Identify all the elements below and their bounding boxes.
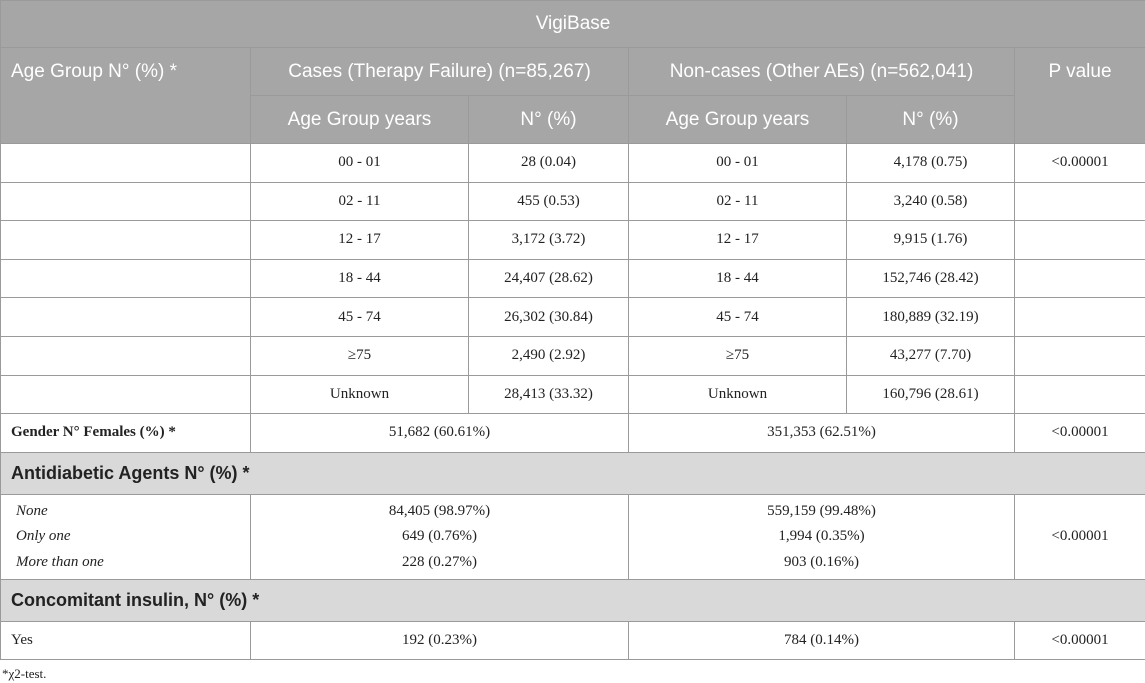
antidiabetic-cases-more-than-one: 228 (0.27%): [402, 553, 477, 570]
table-row: 02 - 11 455 (0.53) 02 - 11 3,240 (0.58): [0, 181, 1145, 222]
pvalue-cell: <0.00001: [1013, 143, 1145, 183]
age-noncases-cell: 45 - 74: [628, 297, 847, 337]
antidiabetic-labels-cell: None Only one More than one: [0, 493, 251, 580]
subheader-row: Age Group years N° (%) Age Group years N…: [0, 95, 1145, 144]
table-row: 45 - 74 26,302 (30.84) 45 - 74 180,889 (…: [0, 297, 1145, 337]
age-cases-cell: 45 - 74: [250, 297, 469, 337]
age-noncases-cell: ≥75: [628, 335, 847, 376]
data-table: VigiBase Age Group N° (%) * Cases (Thera…: [0, 0, 1145, 661]
n-noncases-cell: 3,240 (0.58): [846, 181, 1015, 222]
n-cases-cell: 2,490 (2.92): [468, 335, 629, 376]
age-noncases-cell: Unknown: [628, 374, 847, 415]
insulin-label: Yes: [0, 620, 251, 661]
n-cases-cell: 3,172 (3.72): [468, 220, 629, 260]
age-noncases-cell: 02 - 11: [628, 181, 847, 222]
age-noncases-cell: 12 - 17: [628, 220, 847, 260]
gender-row: Gender N° Females (%) * 51,682 (60.61%) …: [0, 413, 1145, 453]
cases-header: Cases (Therapy Failure) (n=85,267): [250, 47, 629, 96]
antidiabetic-noncases-cell: 559,159 (99.48%) 1,994 (0.35%) 903 (0.16…: [628, 493, 1015, 580]
gender-cases-cell: 51,682 (60.61%): [250, 413, 629, 453]
gender-label: Gender N° Females (%) *: [0, 413, 251, 453]
age-cases-cell: Unknown: [250, 374, 469, 415]
n-noncases-cell: 160,796 (28.61): [846, 374, 1015, 415]
age-noncases-cell: 18 - 44: [628, 258, 847, 299]
antidiabetic-noncases-more-than-one: 903 (0.16%): [784, 553, 859, 570]
antidiabetic-cases-none: 84,405 (98.97%): [388, 502, 491, 519]
n-cases-cell: 28,413 (33.32): [468, 374, 629, 415]
antidiabetic-cases-only-one: 649 (0.76%): [402, 528, 477, 544]
table-row: 12 - 17 3,172 (3.72) 12 - 17 9,915 (1.76…: [0, 220, 1145, 260]
n-cases-cell: 24,407 (28.62): [468, 258, 629, 299]
n-cases-cell: 26,302 (30.84): [468, 297, 629, 337]
row-label-cell: [0, 220, 251, 260]
gender-noncases-cell: 351,353 (62.51%): [628, 413, 1015, 453]
age-cases-cell: ≥75: [250, 335, 469, 376]
antidiabetic-label-none: None: [16, 502, 48, 519]
age-cases-cell: 02 - 11: [250, 181, 469, 222]
insulin-section-label: Concomitant insulin, N° (%) *: [0, 578, 1145, 622]
age-group-header: Age Group N° (%) *: [0, 47, 251, 144]
table-row: ≥75 2,490 (2.92) ≥75 43,277 (7.70): [0, 335, 1145, 376]
sub-n-noncases-header: N° (%): [846, 95, 1015, 144]
row-label-cell: [0, 297, 251, 337]
age-cases-cell: 18 - 44: [250, 258, 469, 299]
table-title-row: VigiBase: [0, 0, 1145, 48]
row-label-cell: [0, 181, 251, 222]
antidiabetic-section-row: Antidiabetic Agents N° (%) *: [0, 451, 1145, 495]
antidiabetic-cases-cell: 84,405 (98.97%) 649 (0.76%) 228 (0.27%): [250, 493, 629, 580]
sub-age-noncases-header: Age Group years: [628, 95, 847, 144]
pvalue-cell: [1013, 258, 1145, 299]
age-noncases-cell: 00 - 01: [628, 143, 847, 183]
age-cases-cell: 12 - 17: [250, 220, 469, 260]
row-label-cell: [0, 374, 251, 415]
header-row: Age Group N° (%) * Cases (Therapy Failur…: [0, 47, 1145, 144]
sub-n-cases-header: N° (%): [468, 95, 629, 144]
antidiabetic-pvalue-cell: <0.00001: [1013, 493, 1145, 580]
table-row: 00 - 01 28 (0.04) 00 - 01 4,178 (0.75) <…: [0, 143, 1145, 183]
table-footnote: *χ2-test.: [2, 666, 47, 681]
table-row: 18 - 44 24,407 (28.62) 18 - 44 152,746 (…: [0, 258, 1145, 299]
insulin-section-row: Concomitant insulin, N° (%) *: [0, 578, 1145, 622]
n-cases-cell: 455 (0.53): [468, 181, 629, 222]
sub-age-cases-header: Age Group years: [250, 95, 469, 144]
row-label-cell: [0, 143, 251, 183]
noncases-header: Non-cases (Other AEs) (n=562,041): [628, 47, 1015, 96]
antidiabetic-label-more-than-one: More than one: [16, 553, 104, 570]
insulin-cases-cell: 192 (0.23%): [250, 620, 629, 661]
pvalue-cell: [1013, 181, 1145, 222]
insulin-pvalue-cell: <0.00001: [1013, 620, 1145, 661]
antidiabetic-row: None Only one More than one 84,405 (98.9…: [0, 493, 1145, 580]
age-cases-cell: 00 - 01: [250, 143, 469, 183]
antidiabetic-noncases-only-one: 1,994 (0.35%): [778, 528, 865, 544]
table-row: Unknown 28,413 (33.32) Unknown 160,796 (…: [0, 374, 1145, 415]
antidiabetic-label-only-one: Only one: [16, 528, 71, 544]
pvalue-cell: [1013, 297, 1145, 337]
row-label-cell: [0, 258, 251, 299]
n-noncases-cell: 43,277 (7.70): [846, 335, 1015, 376]
n-noncases-cell: 4,178 (0.75): [846, 143, 1015, 183]
table-container: VigiBase Age Group N° (%) * Cases (Thera…: [0, 0, 1145, 661]
n-noncases-cell: 152,746 (28.42): [846, 258, 1015, 299]
table-title: VigiBase: [0, 0, 1145, 48]
gender-pvalue-cell: <0.00001: [1013, 413, 1145, 453]
n-noncases-cell: 180,889 (32.19): [846, 297, 1015, 337]
insulin-noncases-cell: 784 (0.14%): [628, 620, 1015, 661]
antidiabetic-noncases-none: 559,159 (99.48%): [767, 502, 876, 519]
pvalue-cell: [1013, 220, 1145, 260]
row-label-cell: [0, 335, 251, 376]
pvalue-header: P value: [1013, 47, 1145, 144]
insulin-row: Yes 192 (0.23%) 784 (0.14%) <0.00001: [0, 620, 1145, 661]
pvalue-cell: [1013, 374, 1145, 415]
n-noncases-cell: 9,915 (1.76): [846, 220, 1015, 260]
antidiabetic-section-label: Antidiabetic Agents N° (%) *: [0, 451, 1145, 495]
n-cases-cell: 28 (0.04): [468, 143, 629, 183]
pvalue-cell: [1013, 335, 1145, 376]
